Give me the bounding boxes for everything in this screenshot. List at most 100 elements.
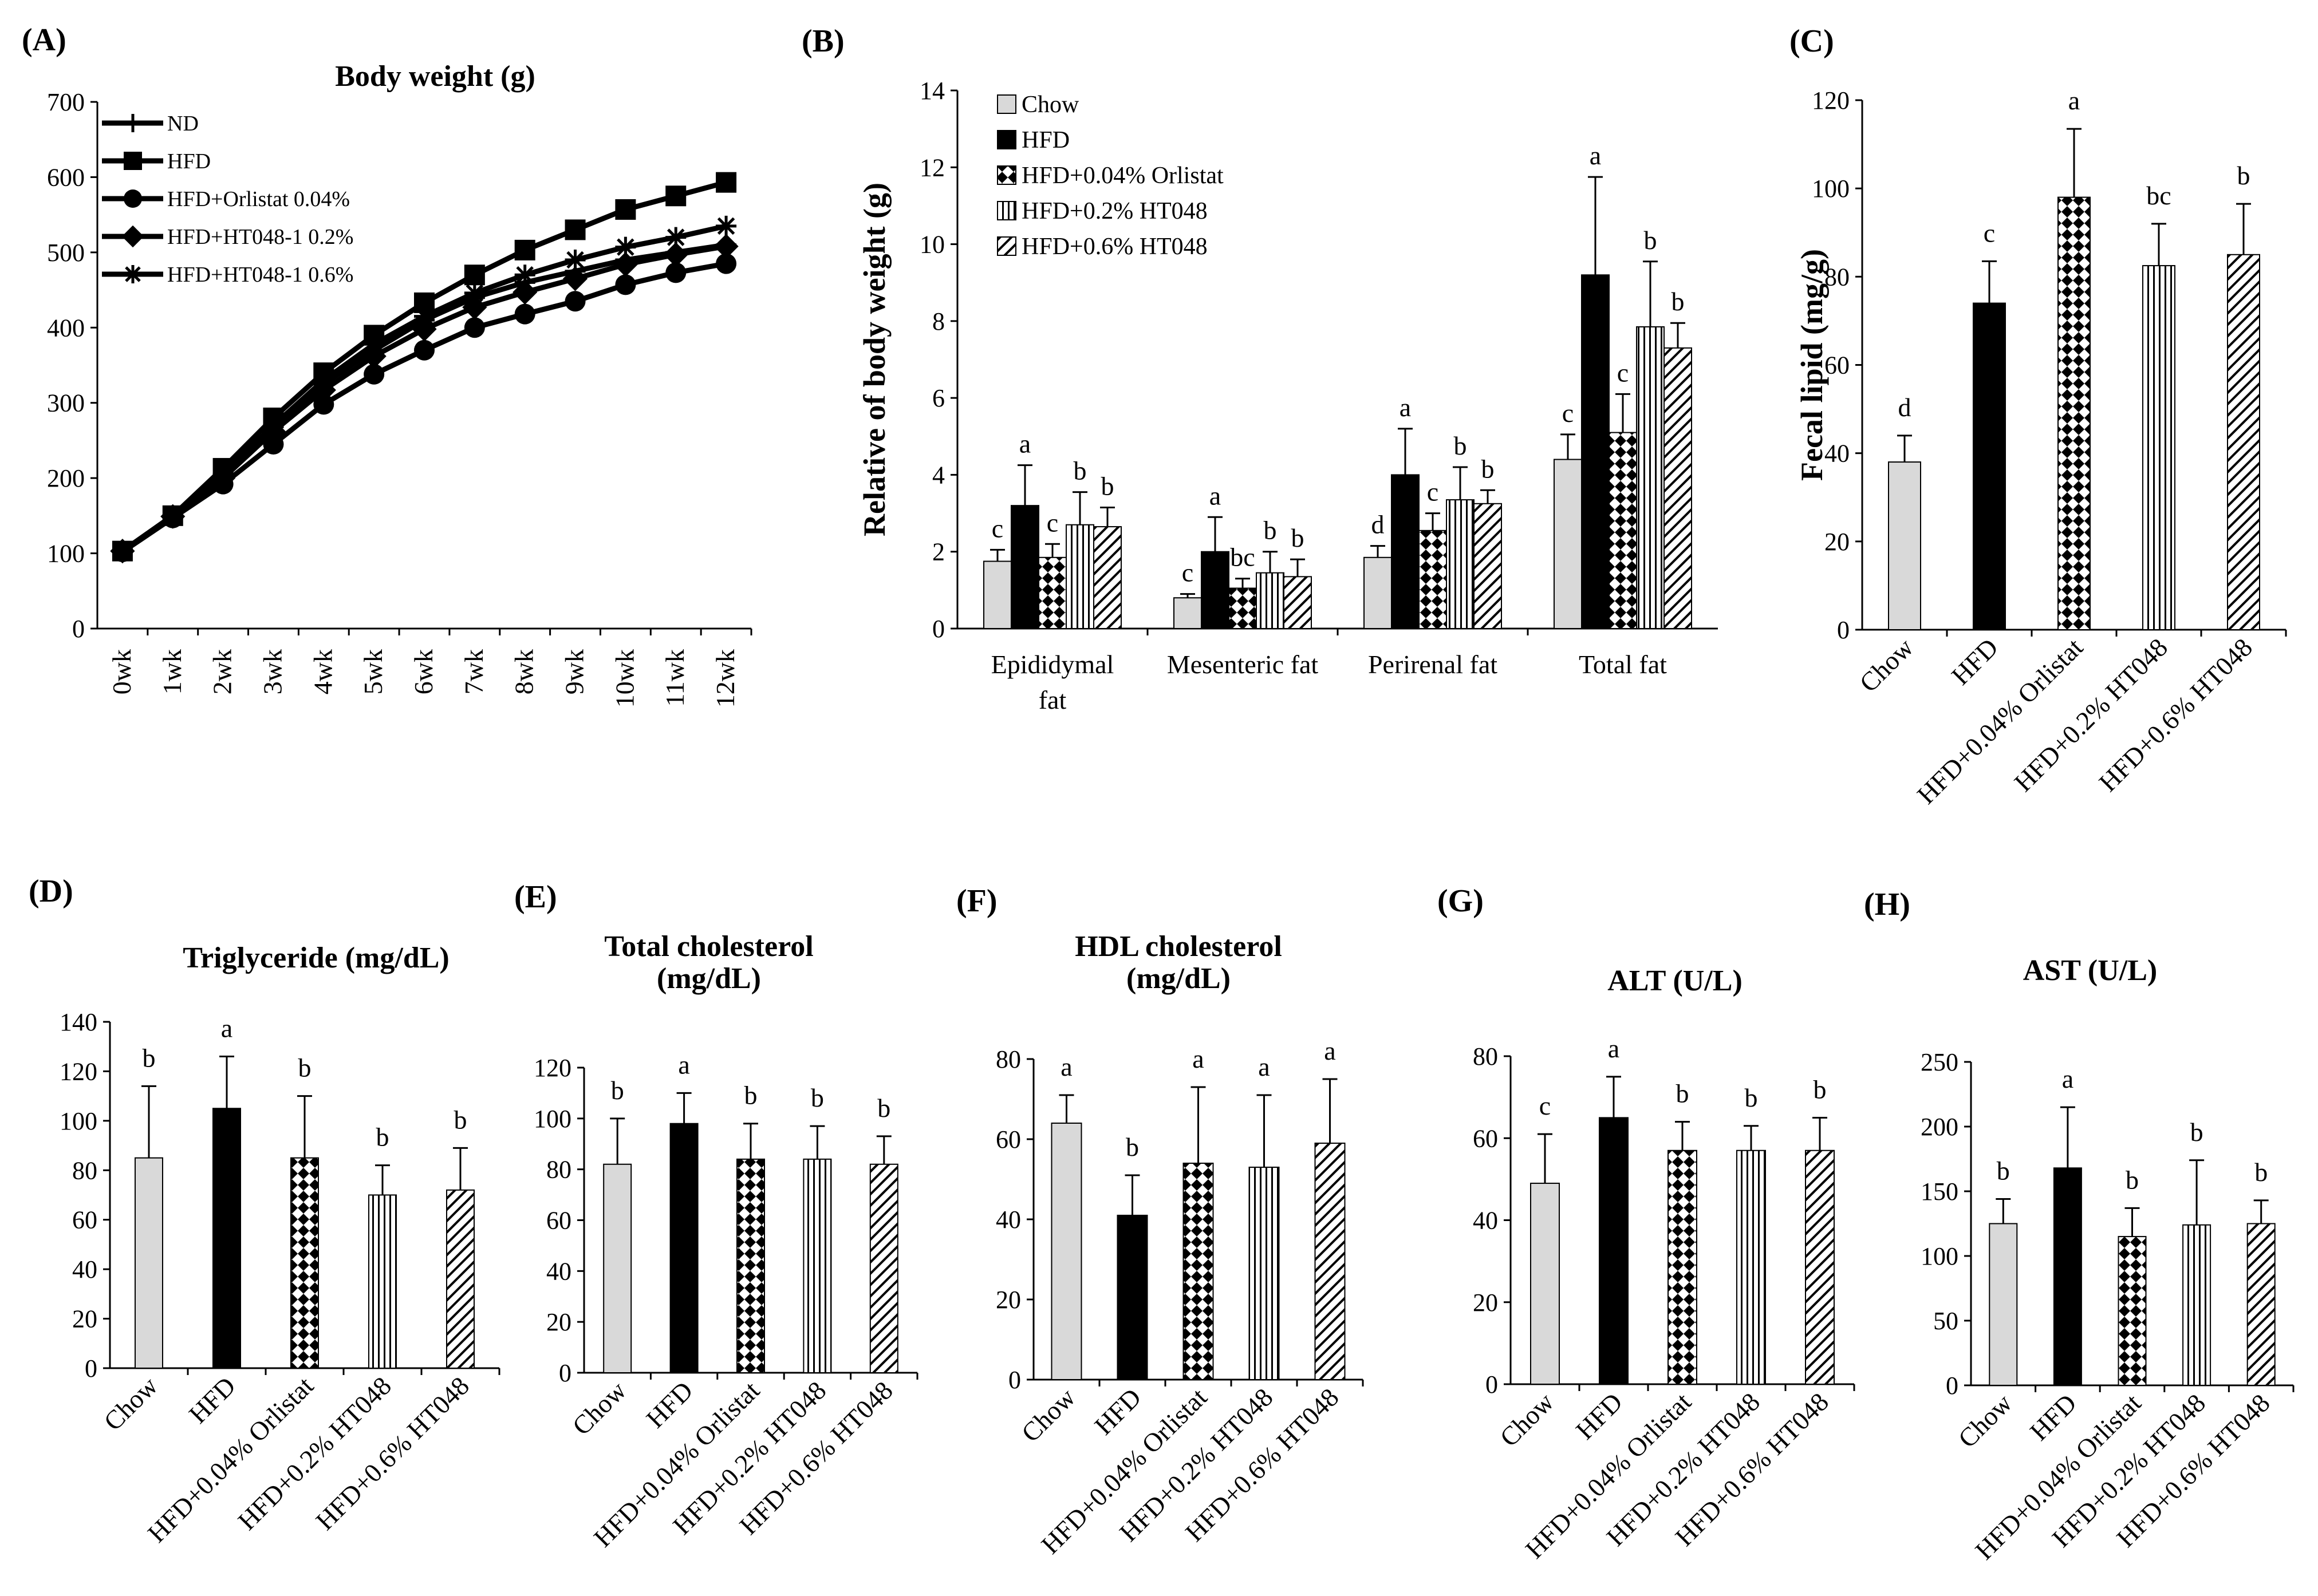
chart-E-sig-letter: b	[877, 1093, 890, 1123]
chart-B-bar	[1038, 556, 1067, 629]
chart-B-ytick-label: 2	[932, 538, 945, 566]
chart-A-point	[464, 317, 485, 338]
chart-H-ytick-label: 200	[1921, 1113, 1958, 1141]
chart-A-point-shape	[613, 252, 638, 277]
chart-B-sig-letter: c	[1562, 398, 1574, 428]
chart-E-ytick-label: 0	[559, 1359, 571, 1387]
chart-B-bar	[1418, 530, 1447, 629]
chart-D-sig-letter: a	[221, 1014, 232, 1043]
chart-A-point	[716, 253, 737, 274]
chart-D-ytick-label: 20	[72, 1305, 97, 1333]
chart-A-point	[313, 370, 334, 391]
chart-A-xtick-label: 11wk	[660, 649, 689, 707]
chart-E-bar	[603, 1163, 632, 1373]
chart-A-title: Body weight (g)	[335, 60, 535, 93]
chart-F-bar	[1248, 1167, 1280, 1380]
chart-A-point	[412, 317, 437, 342]
chart-A-point-shape	[716, 172, 737, 193]
chart-A-ytick-label: 500	[47, 239, 85, 267]
chart-E-title: (mg/dL)	[657, 962, 761, 995]
chart-B-legend-label: HFD+0.2% HT048	[1022, 198, 1208, 224]
chart-C-bar	[1973, 302, 2006, 630]
chart-A-legend-marker-shape	[121, 225, 144, 248]
chart-H-sig-letter: b	[2126, 1165, 2139, 1194]
chart-A-point-shape	[514, 303, 535, 325]
chart-G-sig-letter: a	[1608, 1034, 1619, 1063]
chart-A-point-shape	[263, 415, 284, 436]
chart-G-ytick-label: 0	[1485, 1370, 1498, 1399]
chart-D-ytick-label: 120	[60, 1057, 97, 1085]
chart-A-legend-label: HFD+Orlistat 0.04%	[167, 187, 350, 211]
chart-A-point-shape	[464, 317, 485, 338]
chart-D-ytick-label: 60	[72, 1206, 97, 1234]
chart-G-bar	[1599, 1117, 1629, 1385]
chart-A-xtick-label: 5wk	[358, 649, 388, 694]
chart-G-bar	[1805, 1149, 1835, 1385]
chart-H-bar	[2246, 1223, 2276, 1386]
chart-A-point-shape	[364, 364, 385, 385]
chart-G-category-label: HFD	[1570, 1387, 1628, 1445]
chart-F-bar	[1182, 1163, 1214, 1380]
chart-D-bar	[135, 1157, 163, 1369]
chart-A-point	[663, 242, 688, 267]
chart-A-point-shape	[665, 185, 687, 207]
chart-A-point-shape	[464, 282, 485, 303]
chart-E-bar	[736, 1158, 765, 1374]
chart-H-bar	[1989, 1223, 2018, 1386]
chart-A-point-shape	[112, 540, 133, 562]
chart-A-legend-marker	[124, 189, 142, 208]
chart-A-legend-marker	[124, 114, 142, 132]
chart-A-point	[513, 279, 538, 305]
chart-F-category-label: Chow	[1016, 1382, 1081, 1447]
chart-A-point-shape	[615, 274, 636, 295]
chart-F-ytick-label: 0	[1008, 1366, 1021, 1394]
chart-A-point-shape	[364, 334, 385, 355]
chart-D-bar	[212, 1108, 241, 1369]
chart-A-point-shape	[663, 242, 688, 267]
chart-B-legend-label: HFD+0.6% HT048	[1022, 234, 1208, 260]
chart-E-ytick-label: 20	[546, 1308, 571, 1336]
chart-B-sig-letter: c	[1617, 358, 1629, 387]
chart-C-bar	[2057, 196, 2091, 631]
chart-G-ytick-label: 40	[1473, 1207, 1498, 1235]
chart-B-ytick-label: 6	[932, 384, 945, 412]
chart-B-bar	[1363, 556, 1392, 629]
chart-E-sig-letter: a	[678, 1050, 689, 1079]
chart-B-ytick-label: 12	[920, 153, 945, 181]
chart-A-point	[713, 234, 739, 259]
chart-A-point	[665, 227, 687, 248]
chart-B-bar	[1446, 499, 1475, 629]
chart-B-category-label: Epididymal	[991, 650, 1114, 679]
chart-B-sig-letter: a	[1209, 481, 1221, 510]
chart-G-sig-letter: c	[1539, 1091, 1551, 1120]
chart-B-sig-letter: b	[1101, 472, 1114, 501]
chart-B-ytick-label: 0	[932, 615, 945, 643]
panel-label-H: (H)	[1864, 887, 1910, 922]
chart-A-point-shape	[313, 370, 334, 391]
chart-A-point	[514, 264, 535, 286]
chart-A-xtick-label: 3wk	[258, 649, 287, 694]
chart-F-ytick-label: 40	[996, 1206, 1021, 1234]
chart-H-category-label: Chow	[1953, 1388, 2018, 1453]
chart-C-ytick-label: 20	[1824, 528, 1850, 556]
chart-H-ytick-label: 0	[1946, 1372, 1958, 1400]
chart-A-point-shape	[615, 199, 636, 220]
chart-G-ytick-label: 80	[1473, 1042, 1498, 1070]
chart-B-bar	[983, 560, 1012, 629]
chart-B-bar	[1093, 526, 1122, 629]
chart-F-ytick-label: 20	[996, 1286, 1021, 1314]
chart-B-bar	[1011, 505, 1039, 630]
chart-A-point	[615, 236, 636, 258]
chart-C-ytick-label: 100	[1812, 175, 1850, 203]
chart-A-legend-marker-shape	[124, 114, 142, 132]
chart-D-title: Triglyceride (mg/dL)	[183, 942, 450, 974]
chart-A-point-shape	[716, 215, 737, 236]
chart-A-point-shape	[513, 279, 538, 305]
chart-A-point	[414, 339, 435, 361]
chart-E-ytick-label: 120	[534, 1054, 571, 1082]
chart-C-ytick-label: 80	[1824, 263, 1850, 291]
chart-A-point	[514, 239, 535, 260]
chart-E-ytick-label: 60	[546, 1207, 571, 1235]
chart-A-legend-marker-shape	[124, 189, 142, 208]
chart-D-ytick-label: 80	[72, 1156, 97, 1184]
